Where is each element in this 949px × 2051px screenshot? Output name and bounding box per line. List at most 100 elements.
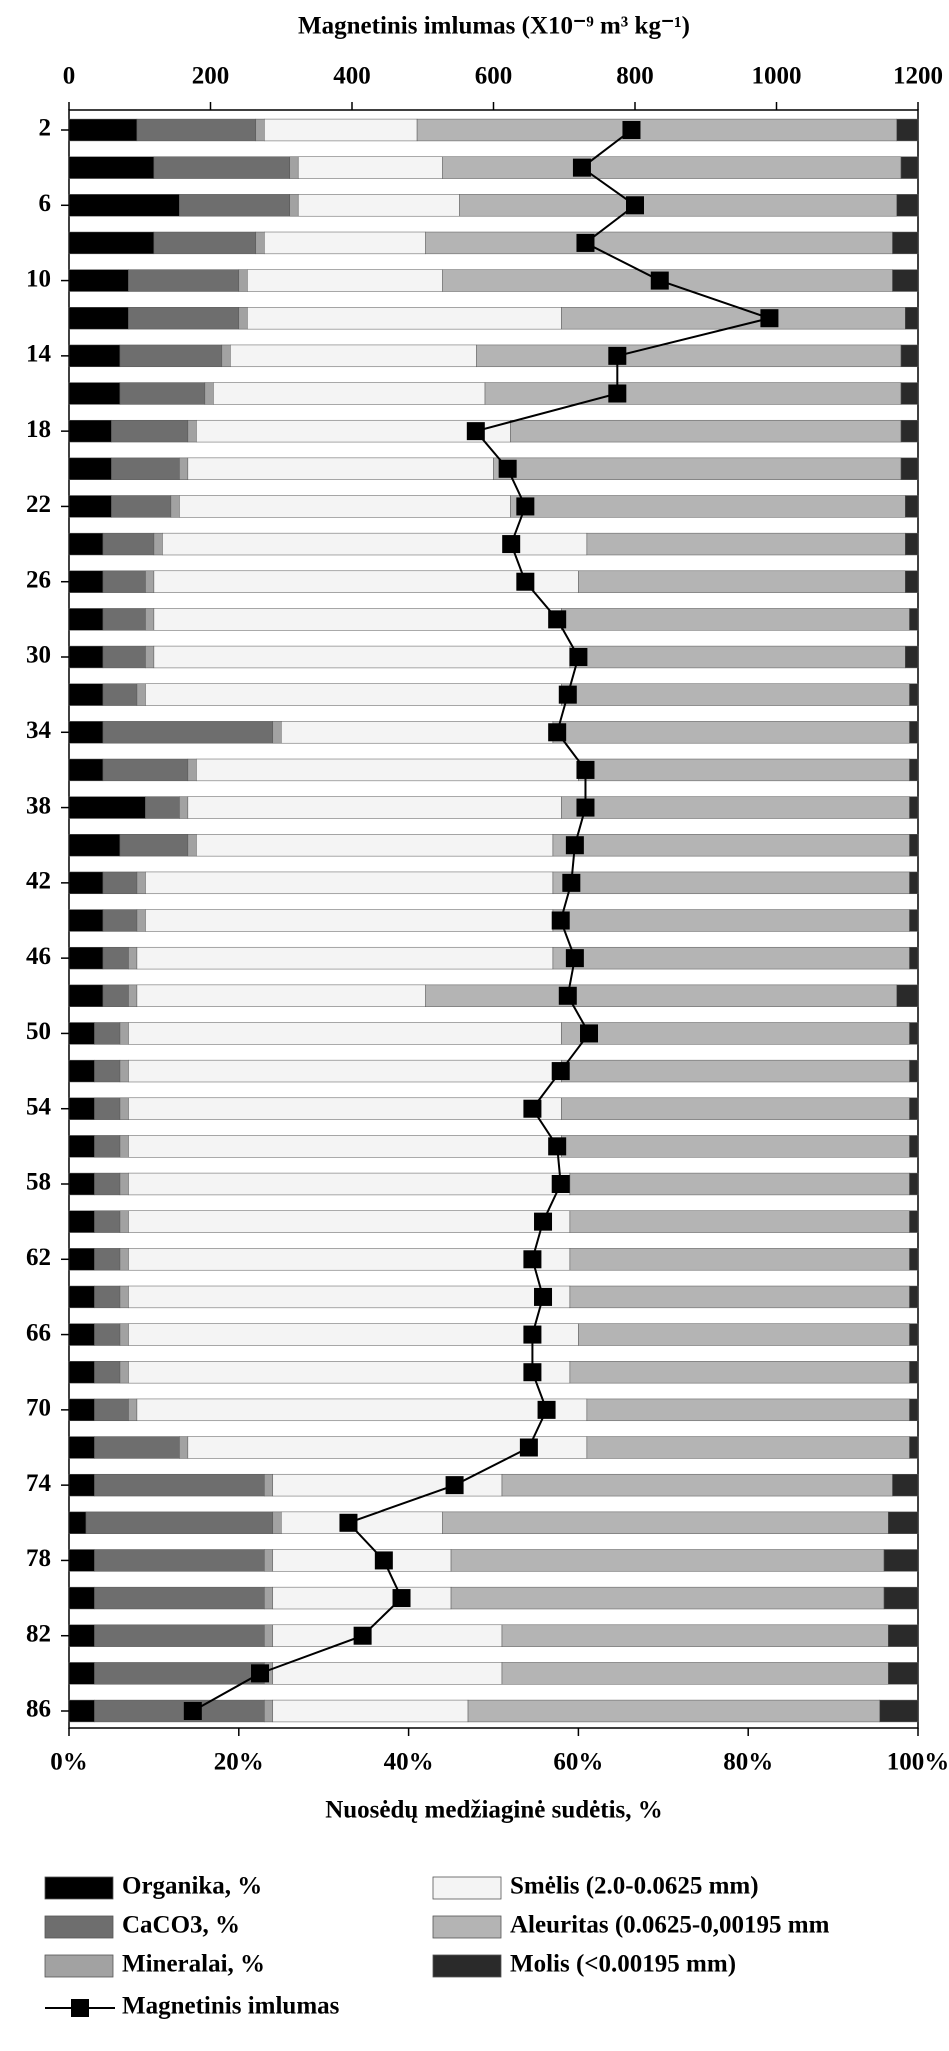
bar-segment — [272, 1586, 452, 1610]
bar-segment — [68, 871, 104, 895]
bar-segment — [467, 1699, 881, 1723]
bar-segment — [425, 984, 898, 1007]
bar-segment — [68, 1323, 95, 1346]
bar-segment — [68, 307, 129, 330]
bar-segment — [905, 532, 919, 556]
bar-segment — [476, 344, 902, 368]
x-tick-label: 0% — [50, 1749, 88, 1776]
bar-segment — [883, 1586, 919, 1610]
bar-segment — [909, 758, 919, 782]
bar-segment — [94, 1662, 265, 1685]
bar-segment — [501, 1662, 889, 1685]
bar-segment — [578, 570, 906, 593]
bar-segment — [569, 1285, 910, 1309]
bar-segment — [196, 834, 554, 857]
bar-segment — [552, 871, 910, 895]
bar-segment — [68, 1473, 95, 1497]
bar-segment — [128, 1248, 571, 1271]
bar-segment — [264, 1549, 274, 1572]
bar-segment — [128, 307, 240, 330]
bar-segment — [68, 1285, 95, 1309]
bar-segment — [289, 156, 299, 179]
bar-segment — [272, 1511, 282, 1534]
bar-segment — [111, 419, 189, 443]
bar-segment — [909, 1172, 919, 1196]
bar-segment — [94, 1586, 265, 1610]
bar-segment — [170, 495, 180, 518]
bar-segment — [213, 382, 486, 405]
bar-segment — [94, 1022, 121, 1045]
bar-segment — [136, 909, 146, 932]
bar-segment — [281, 721, 554, 744]
marker — [576, 798, 595, 817]
marker — [565, 949, 584, 968]
legend-swatch — [432, 1876, 502, 1900]
bar-segment — [145, 871, 554, 895]
marker — [558, 685, 577, 704]
marker — [516, 497, 535, 516]
bar-segment — [586, 1398, 910, 1422]
bar-segment — [94, 1473, 265, 1497]
bar-segment — [179, 796, 189, 819]
bar-segment — [68, 721, 104, 744]
bar-segment — [289, 194, 299, 217]
marker — [760, 309, 779, 328]
marker — [608, 346, 627, 365]
bar-segment — [909, 909, 919, 932]
bar-segment — [569, 1172, 910, 1196]
bar-segment — [909, 1210, 919, 1233]
bar-segment — [68, 570, 104, 593]
marker — [569, 648, 588, 666]
bar-segment — [128, 1323, 579, 1346]
bar-segment — [196, 758, 579, 782]
bar-segment — [68, 1172, 95, 1196]
marker — [626, 196, 644, 215]
marker — [523, 1250, 542, 1269]
bar-segment — [128, 269, 240, 292]
bar-segment — [247, 269, 443, 292]
bar-segment — [179, 457, 189, 480]
bar-segment — [909, 1022, 919, 1045]
bar-segment — [238, 269, 248, 292]
bar-segment — [510, 419, 902, 443]
bar-segment — [119, 834, 189, 857]
bar-segment — [128, 1172, 571, 1196]
bar-segment — [425, 231, 893, 255]
marker — [534, 1212, 553, 1231]
marker — [392, 1589, 411, 1608]
bar-segment — [501, 1473, 893, 1497]
bar-segment — [68, 946, 104, 970]
bar-segment — [493, 457, 902, 480]
bar-segment — [136, 1398, 588, 1422]
bar-segment — [68, 1624, 95, 1647]
bar-segment — [94, 1248, 121, 1271]
bar-segment — [102, 909, 138, 932]
bar-segment — [179, 495, 511, 518]
bar-segment — [68, 1398, 95, 1422]
marker — [572, 158, 591, 177]
x2-tick-label: 0 — [63, 63, 76, 90]
legend-swatch — [44, 1876, 114, 1900]
bar-segment — [68, 834, 121, 857]
legend-label: CaCO3, % — [122, 1912, 240, 1939]
marker — [353, 1626, 372, 1645]
marker — [519, 1438, 538, 1457]
y-tick-label: 10 — [26, 265, 51, 292]
bar-segment — [883, 1549, 919, 1572]
bar-segment — [569, 1248, 910, 1271]
bar-segment — [102, 608, 146, 631]
bar-segment — [102, 721, 274, 744]
y-tick-label: 46 — [26, 943, 51, 970]
bar-segment — [264, 118, 418, 142]
bar-segment — [561, 1022, 910, 1045]
y-tick-label: 34 — [26, 717, 52, 744]
bar-segment — [909, 1059, 919, 1083]
x2-tick-label: 200 — [192, 63, 230, 90]
bar-segment — [128, 1022, 562, 1045]
bar-segment — [892, 269, 919, 292]
bar-segment — [221, 344, 231, 368]
legend-swatch — [432, 1915, 502, 1939]
bar-segment — [442, 1511, 889, 1534]
bar-segment — [264, 1699, 274, 1723]
bar-segment — [128, 1398, 138, 1422]
